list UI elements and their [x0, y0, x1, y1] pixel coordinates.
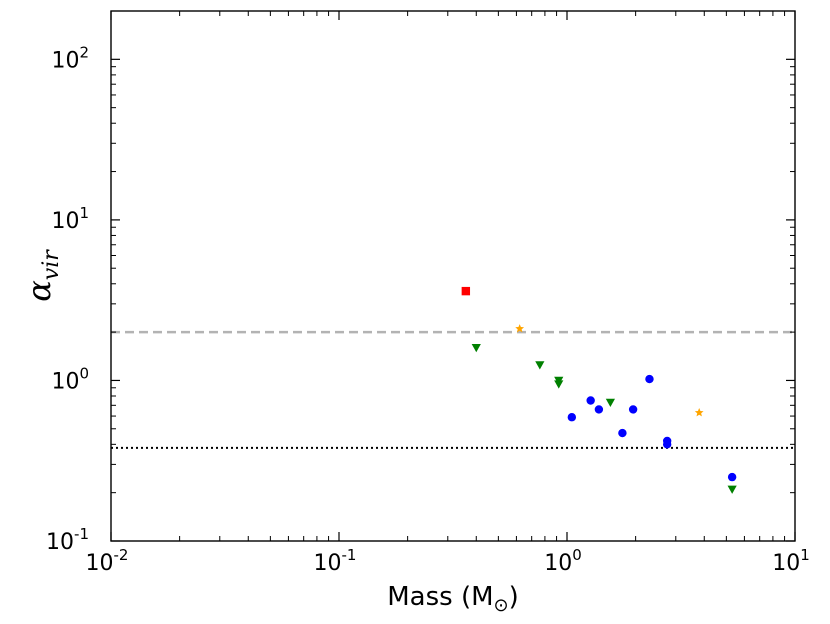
- y-axis-title-sub: vir: [39, 249, 64, 280]
- triangles-point: [554, 380, 564, 389]
- circles-point: [662, 436, 672, 446]
- circles-point: [618, 428, 627, 438]
- x-axis-title-main: Mass (M: [387, 582, 493, 612]
- circles-point: [594, 405, 604, 414]
- y-tick-label: 102: [51, 43, 89, 73]
- triangles-point: [727, 485, 737, 494]
- x-tick-label: 10-1: [314, 546, 357, 576]
- x-axis-title: Mass (M⊙): [387, 582, 519, 616]
- x-tick-label: 100: [544, 546, 582, 576]
- y-tick-label: 10-1: [46, 525, 89, 555]
- y-axis-title-symbol: α: [20, 280, 58, 302]
- squares-point: [461, 286, 471, 296]
- circles-point: [628, 405, 638, 414]
- y-tick-label: 101: [51, 204, 89, 234]
- y-axis-title: αvir: [20, 249, 64, 302]
- x-axis-title-sub: ⊙: [494, 595, 509, 616]
- triangles-point: [471, 343, 481, 353]
- triangles-point: [605, 398, 615, 407]
- plot-frame: [110, 10, 796, 542]
- stars-point: [694, 408, 704, 417]
- x-tick-label: 10-2: [86, 546, 129, 576]
- stars-point: [515, 324, 525, 333]
- triangles-point: [535, 361, 545, 370]
- circles-point: [645, 374, 654, 384]
- x-tick-label: 101: [772, 546, 810, 576]
- x-axis-title-close: ): [509, 582, 519, 612]
- circles-point: [586, 396, 595, 405]
- circles-point: [727, 472, 737, 482]
- circles-point: [567, 413, 577, 422]
- y-tick-label: 100: [51, 364, 89, 394]
- plot-background: [111, 11, 795, 541]
